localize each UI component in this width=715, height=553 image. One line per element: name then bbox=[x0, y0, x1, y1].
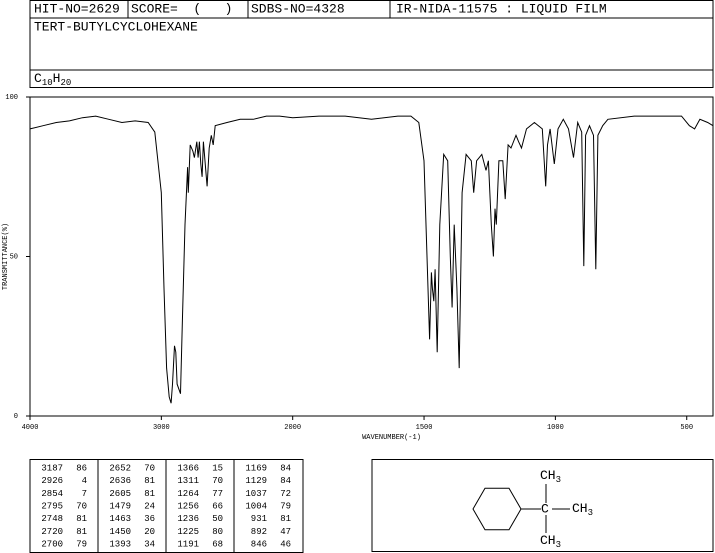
peak-wavenumber: 1393 bbox=[109, 540, 131, 550]
y-tick-label: 50 bbox=[10, 253, 18, 261]
x-tick-label: 1000 bbox=[547, 424, 564, 432]
compound: TERT-BUTYLCYCLOHEXANE bbox=[34, 19, 198, 34]
x-axis-label: WAVENUMBER(-1) bbox=[362, 434, 421, 442]
peak-intensity: 72 bbox=[280, 489, 291, 499]
peak-wavenumber: 1264 bbox=[177, 489, 199, 499]
peak-wavenumber: 2748 bbox=[41, 514, 63, 524]
peak-intensity: 50 bbox=[212, 514, 223, 524]
peak-intensity: 7 bbox=[82, 489, 87, 499]
peak-wavenumber: 1225 bbox=[177, 527, 199, 537]
peak-intensity: 15 bbox=[212, 463, 223, 473]
header-box bbox=[29, 0, 714, 88]
peak-wavenumber: 1129 bbox=[245, 476, 267, 486]
peak-wavenumber: 3187 bbox=[41, 463, 63, 473]
peak-wavenumber: 2636 bbox=[109, 476, 131, 486]
peak-wavenumber: 2795 bbox=[41, 501, 63, 511]
peak-intensity: 70 bbox=[144, 463, 155, 473]
peak-wavenumber: 2720 bbox=[41, 527, 63, 537]
y-tick-label: 0 bbox=[14, 413, 18, 421]
peak-intensity: 36 bbox=[144, 514, 155, 524]
peak-wavenumber: 2700 bbox=[41, 540, 63, 550]
peak-intensity: 84 bbox=[280, 463, 291, 473]
peak-intensity: 81 bbox=[280, 514, 291, 524]
hit-no: HIT-NO=2629 bbox=[34, 1, 120, 16]
peak-wavenumber: 1004 bbox=[245, 501, 267, 511]
x-tick-label: 1500 bbox=[416, 424, 433, 432]
y-tick-label: 100 bbox=[5, 94, 18, 102]
peak-wavenumber: 1236 bbox=[177, 514, 199, 524]
peak-intensity: 86 bbox=[76, 463, 87, 473]
peak-wavenumber: 1037 bbox=[245, 489, 267, 499]
peak-wavenumber: 2854 bbox=[41, 489, 63, 499]
methyl: CH3 bbox=[540, 468, 561, 485]
peak-intensity: 80 bbox=[212, 527, 223, 537]
peak-intensity: 77 bbox=[212, 489, 223, 499]
peak-intensity: 79 bbox=[280, 501, 291, 511]
peak-intensity: 84 bbox=[280, 476, 291, 486]
peak-wavenumber: 1450 bbox=[109, 527, 131, 537]
peak-wavenumber: 2605 bbox=[109, 489, 131, 499]
carbon: C bbox=[541, 501, 549, 516]
peak-intensity: 68 bbox=[212, 540, 223, 550]
formula: C10H20 bbox=[34, 71, 71, 88]
structure-box bbox=[371, 459, 714, 552]
peak-table: 3187 86 2652 70 1366 15 1169 84 2926 4 2636 81 1311 7… bbox=[41, 460, 291, 553]
y-axis-label: TRANSMITTANCE(%) bbox=[2, 223, 10, 290]
chart: 4000 3000 2000 1500 1000 500 0 50 100 WAVENUMBER(… bbox=[2, 94, 714, 442]
ring bbox=[472, 487, 522, 531]
x-tick-label: 3000 bbox=[153, 424, 170, 432]
peak-intensity: 66 bbox=[212, 501, 223, 511]
peak-intensity: 24 bbox=[144, 501, 155, 511]
peak-wavenumber: 2926 bbox=[41, 476, 63, 486]
peak-intensity: 79 bbox=[76, 540, 87, 550]
peak-wavenumber: 931 bbox=[251, 514, 267, 524]
peak-intensity: 34 bbox=[144, 540, 155, 550]
peak-wavenumber: 1311 bbox=[177, 476, 199, 486]
peak-wavenumber: 1479 bbox=[109, 501, 131, 511]
peak-intensity: 81 bbox=[144, 476, 155, 486]
peak-wavenumber: 1366 bbox=[177, 463, 199, 473]
peak-wavenumber: 892 bbox=[251, 527, 267, 537]
methyl: CH3 bbox=[540, 533, 561, 550]
peak-wavenumber: 846 bbox=[251, 540, 267, 550]
peak-wavenumber: 1191 bbox=[177, 540, 199, 550]
plot-frame bbox=[29, 96, 714, 417]
score: SCORE= ( ) bbox=[131, 1, 232, 16]
peak-intensity: 47 bbox=[280, 527, 291, 537]
peak-intensity: 70 bbox=[212, 476, 223, 486]
peak-intensity: 81 bbox=[76, 527, 87, 537]
peak-intensity: 81 bbox=[144, 489, 155, 499]
method: IR-NIDA-11575 : LIQUID FILM bbox=[396, 1, 607, 16]
sdbs-no: SDBS-NO=4328 bbox=[251, 1, 345, 16]
peak-wavenumber: 1169 bbox=[245, 463, 267, 473]
peak-intensity: 4 bbox=[82, 476, 87, 486]
x-tick-label: 2000 bbox=[284, 424, 301, 432]
peak-intensity: 20 bbox=[144, 527, 155, 537]
peak-intensity: 70 bbox=[76, 501, 87, 511]
x-tick-label: 500 bbox=[680, 424, 693, 432]
peak-intensity: 46 bbox=[280, 540, 291, 550]
peak-wavenumber: 1463 bbox=[109, 514, 131, 524]
peak-wavenumber: 2652 bbox=[109, 463, 131, 473]
x-tick-label: 4000 bbox=[22, 424, 39, 432]
peak-wavenumber: 1256 bbox=[177, 501, 199, 511]
spectrum bbox=[29, 115, 714, 404]
methyl: CH3 bbox=[572, 501, 593, 518]
peak-intensity: 81 bbox=[76, 514, 87, 524]
